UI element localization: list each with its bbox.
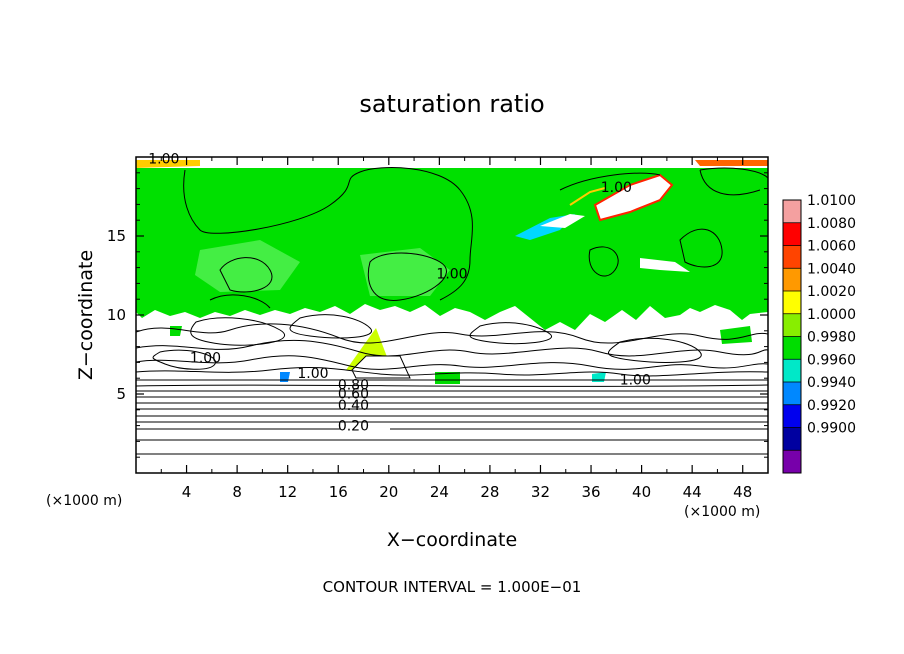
x-tick-label: 12 [278, 483, 297, 501]
tint-patch-2 [360, 248, 450, 296]
top-left-band [136, 160, 200, 168]
chart-title: saturation ratio [359, 90, 544, 118]
x-axis-title: X−coordinate [387, 529, 517, 551]
colorbar-swatch [783, 200, 801, 223]
contour-label: 1.00 [620, 373, 651, 389]
colorbar: 1.0100 1.0080 1.0060 1.0040 1.0020 1.0000 0.99… [782, 193, 856, 474]
colorbar-label: 0.9940 [807, 375, 856, 391]
colorbar-swatch [783, 404, 801, 428]
contour-interval-note: CONTOUR INTERVAL = 1.000E−01 [323, 578, 582, 596]
y-tick-label: 5 [116, 385, 126, 403]
contour-label: 0.40 [338, 398, 369, 414]
colorbar-label: 0.9920 [807, 398, 856, 414]
colorbar-label: 0.9960 [807, 352, 856, 368]
colorbar-label: 1.0000 [807, 307, 856, 323]
colorbar-label: 1.0080 [807, 216, 856, 232]
contour-lines [136, 167, 768, 455]
colorbar-label: 0.9900 [807, 421, 856, 437]
colorbar-swatch [783, 268, 801, 291]
colorbar-swatch [783, 382, 801, 405]
subsaturated-hole [593, 173, 674, 222]
contour-label: 0.60 [338, 387, 369, 403]
x-tick-label: 44 [683, 483, 702, 501]
contour-label: 1.00 [190, 350, 221, 366]
x-tick-label: 20 [379, 483, 398, 501]
colorbar-label: 0.9980 [807, 330, 856, 346]
y-tick-label: 15 [107, 227, 126, 245]
top-right-band [695, 160, 768, 166]
contour-label-layer: 1.00 1.00 1.00 1.00 1.00 0.800.600.40 0.20 1.00 [148, 151, 651, 434]
x-tick-label: 28 [480, 483, 499, 501]
white-patch-right [640, 258, 690, 272]
contour-label: 0.80 [338, 377, 369, 393]
colorbar-swatch [783, 450, 801, 473]
contour-label: 0.20 [338, 418, 369, 434]
x-unit-label: (×1000 m) [684, 504, 760, 520]
y-axis-title: Z−coordinate [75, 250, 97, 380]
colorbar-label: 1.0100 [807, 193, 856, 209]
contour-label: 1.00 [436, 267, 467, 283]
colorbar-swatch [783, 359, 801, 382]
x-tick-label: 40 [632, 483, 651, 501]
x-tick-label: 8 [232, 483, 242, 501]
colorbar-swatch [783, 291, 801, 314]
hole-rim [569, 187, 606, 206]
x-tick-label: 24 [430, 483, 449, 501]
y-tick-label: 10 [107, 306, 126, 324]
colorbar-label: 1.0020 [807, 284, 856, 300]
green-patch-1 [170, 326, 182, 336]
x-tick-label: 48 [733, 483, 752, 501]
plot-area [136, 157, 768, 473]
y-unit-label: (×1000 m) [46, 493, 122, 509]
white-streak [540, 214, 585, 228]
x-tick-label: 16 [329, 483, 348, 501]
green-patch-2 [435, 372, 460, 384]
x-axis: 4 8 12 16 20 24 28 32 36 40 44 48 [160, 157, 752, 501]
contour-label: 1.00 [601, 180, 632, 196]
colorbar-swatch [783, 427, 801, 451]
tint-patch-1 [195, 240, 300, 292]
x-tick-label: 4 [182, 483, 192, 501]
x-tick-label: 32 [531, 483, 550, 501]
y-axis: 5 10 15 [107, 172, 768, 458]
colorbar-swatch [783, 336, 801, 360]
contour-label: 1.00 [297, 366, 328, 382]
x-tick-label: 36 [581, 483, 600, 501]
contour-label: 1.00 [148, 151, 179, 167]
colorbar-label: 1.0060 [807, 239, 856, 255]
colorbar-swatch [783, 313, 801, 337]
colorbar-label: 1.0040 [807, 261, 856, 277]
colorbar-swatch [783, 222, 801, 246]
colorbar-swatch [783, 245, 801, 269]
